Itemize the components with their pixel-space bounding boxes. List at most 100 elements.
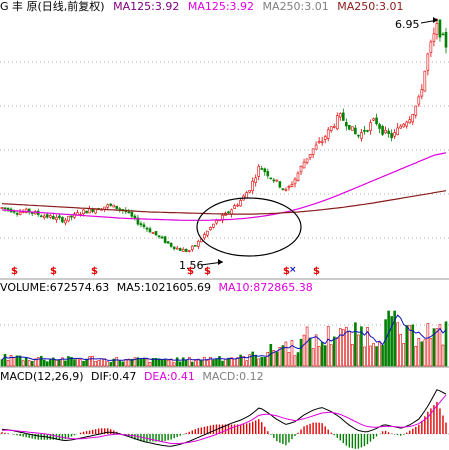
volume-bar (435, 328, 439, 367)
volume-bar (357, 334, 360, 367)
volume-bar (338, 328, 342, 367)
candle-down (184, 248, 188, 252)
volume-bar (203, 356, 206, 367)
candle-down (278, 181, 282, 188)
candle-up (308, 154, 312, 159)
cross-marker: × (289, 265, 297, 275)
dea-readout: DEA:0.41 (144, 370, 195, 383)
candle-up (18, 211, 22, 216)
volume-bar (184, 359, 188, 367)
volume-bar (218, 356, 221, 367)
candle-up (423, 70, 427, 92)
candle-down (375, 117, 378, 125)
candle-down (366, 130, 369, 132)
volume-bar (387, 310, 390, 367)
volume-bar (215, 358, 218, 367)
volume-bar (281, 345, 285, 367)
candle-down (438, 19, 442, 38)
candle-down (139, 223, 143, 226)
signal-marker: $ (204, 266, 211, 277)
volume-bar (233, 358, 236, 367)
volume-bar (302, 334, 306, 367)
volume-bar (178, 361, 182, 367)
volume-bar (118, 360, 122, 367)
volume-bar (420, 341, 424, 367)
volume-bar (438, 324, 442, 367)
candle-up (236, 204, 239, 207)
candle-up (408, 119, 412, 124)
volume-bar (245, 360, 248, 367)
bottom-ellipse (196, 197, 302, 257)
volume-bar (390, 316, 393, 367)
candle-down (263, 168, 267, 173)
volume-bar (121, 361, 125, 367)
volume-bar (396, 322, 399, 367)
volume-bar-series (0, 310, 448, 367)
candle-up (197, 240, 200, 247)
candle-down (345, 122, 348, 127)
volume-bar (317, 346, 321, 367)
volume-readout: VOLUME:672574.63 (0, 281, 109, 294)
volume-bar (209, 356, 212, 367)
volume-bar (402, 343, 406, 367)
volume-bar (139, 358, 143, 367)
candle-down (157, 235, 161, 238)
volume-bar (200, 360, 203, 367)
volume-bar (91, 356, 94, 367)
volume-bar (160, 359, 164, 367)
candle-down (148, 228, 152, 233)
candle-down (70, 215, 73, 218)
volume-ma5-readout: MA5:1021605.69 (117, 281, 211, 294)
candle-up (320, 140, 324, 143)
volume-bar (342, 329, 345, 367)
candle-down (260, 168, 264, 170)
candle-up (299, 165, 303, 173)
candle-up (384, 129, 387, 134)
volume-bar (335, 337, 339, 367)
macd-readout: MACD:0.12 (202, 370, 263, 383)
candle-up (190, 245, 194, 250)
candle-up (332, 126, 336, 128)
volume-bar (212, 359, 215, 367)
volume-bar (426, 323, 430, 367)
volume-bar (411, 324, 415, 367)
candle-up (414, 105, 418, 116)
candle-down (3, 207, 7, 209)
candle-up (55, 216, 58, 220)
candle-down (281, 188, 285, 190)
candle-up (175, 247, 179, 250)
candle-up (257, 166, 261, 177)
candle-down (145, 227, 149, 230)
volume-bar (320, 342, 324, 367)
macd-header: MACD(12,26,9) DIF:0.47 DEA:0.41 MACD:0.1… (0, 370, 264, 383)
candle-down (52, 215, 55, 220)
volume-bar (369, 345, 372, 367)
volume-bar (136, 357, 140, 367)
candle-up (290, 184, 294, 187)
volume-bar (15, 355, 19, 367)
candle-up (314, 144, 318, 150)
candle-down (390, 132, 393, 139)
volume-bar (429, 338, 433, 367)
candle-up (106, 204, 110, 208)
candle-up (329, 126, 333, 131)
volume-bar (378, 342, 381, 367)
volume-bar (0, 359, 4, 367)
candle-up (326, 129, 330, 139)
volume-bar (30, 360, 34, 367)
candle-down (342, 112, 345, 121)
macd-params: MACD(12,26,9) (0, 370, 84, 383)
volume-bar (61, 357, 64, 367)
volume-bar (329, 344, 333, 367)
volume-bar (366, 327, 369, 367)
volume-ma10-readout: MA10:872865.38 (218, 281, 312, 294)
volume-bar (269, 344, 273, 367)
volume-bar (314, 334, 318, 367)
candle-down (269, 177, 273, 180)
dea-line (2, 394, 447, 444)
volume-bar (248, 354, 251, 367)
candle-down (227, 211, 230, 214)
signal-marker: $ (11, 266, 18, 277)
candle-up (94, 209, 97, 214)
candle-down (136, 217, 140, 225)
